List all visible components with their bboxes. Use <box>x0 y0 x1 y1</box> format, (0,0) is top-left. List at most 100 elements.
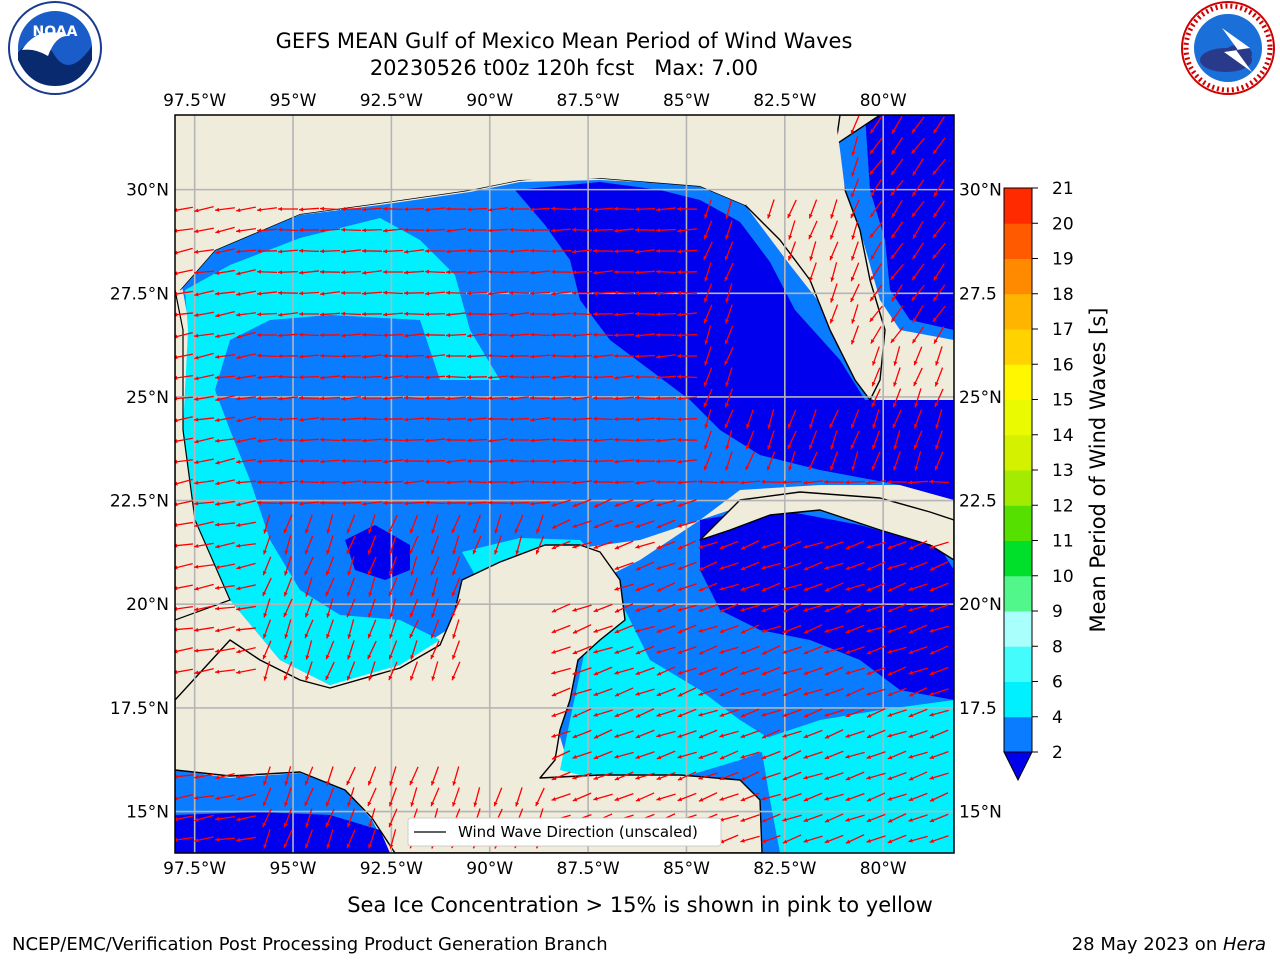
wave-vector-396 <box>340 438 362 443</box>
wave-vector-470 <box>340 480 362 485</box>
wave-vector-812 <box>866 708 886 718</box>
wave-vector-614 <box>908 561 928 571</box>
wave-vector-736 <box>761 645 781 655</box>
wave-vector-536 <box>431 514 439 534</box>
wave-vector-758 <box>451 661 461 681</box>
wave-vector-680 <box>194 626 214 632</box>
colorbar-seg-6 <box>1004 646 1032 682</box>
wave-vector-87 <box>869 221 883 239</box>
wave-vector-652 <box>304 598 314 618</box>
wave-vector-33 <box>445 206 467 211</box>
wave-vector-46 <box>725 199 733 219</box>
wave-vector-306 <box>529 375 551 380</box>
wave-vector-560 <box>409 535 419 555</box>
wave-vector-177 <box>529 291 551 296</box>
wave-vector-669 <box>740 604 760 612</box>
colorbar-seg-17 <box>1004 293 1032 330</box>
wave-vector-647 <box>194 605 214 612</box>
wave-vector-533 <box>368 514 376 534</box>
wave-vector-437 <box>424 459 446 464</box>
wave-vector-374 <box>655 416 677 421</box>
colorbar-tick-label-12: 12 <box>1052 496 1074 516</box>
wave-vector-383 <box>850 409 860 429</box>
wave-vector-285 <box>872 346 880 366</box>
wave-vector-837 <box>593 750 613 760</box>
wave-vector-970 <box>368 829 376 849</box>
wave-vector-592 <box>304 556 314 576</box>
wave-vector-68 <box>424 228 446 233</box>
wave-vector-368 <box>529 417 551 422</box>
wave-vector-27 <box>319 206 341 211</box>
wave-vector-653 <box>326 598 334 618</box>
wave-vector-902 <box>493 787 503 807</box>
wave-vector-430 <box>277 458 299 463</box>
wave-vector-106 <box>487 249 509 254</box>
colorbar-seg-8 <box>1004 611 1032 647</box>
wave-vector-463 <box>194 479 214 485</box>
machine-name: Hera <box>1223 934 1266 955</box>
wave-vector-337 <box>529 395 551 400</box>
wave-vector-624 <box>346 577 356 597</box>
wave-period-field <box>175 115 954 853</box>
wave-vector-480 <box>550 480 572 485</box>
lat-label-right-4: 20°N <box>959 595 1002 615</box>
wave-vector-386 <box>913 409 923 429</box>
wave-vector-456 <box>829 451 839 471</box>
wave-vector-719 <box>325 640 335 660</box>
wave-vector-278 <box>592 354 614 359</box>
wave-vector-222 <box>869 305 883 323</box>
wave-vector-350 <box>934 388 944 408</box>
wave-vector-623 <box>325 577 335 597</box>
wave-vector-475 <box>445 480 467 485</box>
colorbar-tick-label-20: 20 <box>1052 214 1074 234</box>
wave-vector-134 <box>340 270 362 275</box>
wave-vector-967 <box>304 829 314 849</box>
wave-vector-957 <box>866 813 886 823</box>
wave-vector-951 <box>740 814 760 822</box>
wave-vector-831 <box>866 729 886 739</box>
wave-vector-310 <box>613 375 635 380</box>
wave-vector-507 <box>340 501 362 506</box>
wave-vector-486 <box>676 480 698 485</box>
wave-vector-299 <box>382 375 404 380</box>
wave-vector-476 <box>466 479 488 484</box>
wave-vector-276 <box>550 353 572 358</box>
wave-vector-342 <box>634 395 656 400</box>
wave-vector-598 <box>430 556 440 576</box>
wave-vector-281 <box>655 354 677 359</box>
wave-vector-912 <box>698 792 718 802</box>
wave-vector-579 <box>803 541 823 549</box>
wave-vector-42 <box>634 207 656 212</box>
wave-vector-484 <box>634 480 656 485</box>
wave-vector-376 <box>704 409 712 429</box>
wave-vector-447 <box>634 458 656 463</box>
wave-vector-928 <box>262 808 272 828</box>
wave-vector-628 <box>431 577 439 597</box>
wave-vector-809 <box>803 708 823 718</box>
wave-vector-825 <box>740 729 760 739</box>
wave-vector-603 <box>677 561 697 571</box>
wave-vector-784 <box>677 687 697 697</box>
wave-vector-86 <box>851 220 859 240</box>
wave-vector-872 <box>635 772 655 780</box>
wave-vector-0 <box>850 115 860 135</box>
wave-vector-344 <box>676 396 698 401</box>
wave-vector-131 <box>277 270 299 275</box>
wave-vector-52 <box>869 200 883 218</box>
wave-vector-389 <box>194 436 214 444</box>
wave-vector-367 <box>508 417 530 422</box>
wave-vector-675 <box>866 604 886 612</box>
colorbar-ticks: 2 4 6 8 9 10 11 12 13 14 15 16 17 18 19 20 21 <box>1032 179 1074 763</box>
lat-label-left-2: 25°N <box>126 388 169 408</box>
wave-vector-444 <box>571 458 593 463</box>
noaa-logo-text: NOAA <box>33 24 78 40</box>
wave-vector-756 <box>409 661 419 681</box>
wave-vector-839 <box>635 751 655 759</box>
lon-labels-bottom: 97.5°W 95°W 92.5°W 90°W 87.5°W 85°W 82.5°W 80°W <box>163 859 907 879</box>
wave-vector-871 <box>614 771 634 781</box>
wave-vector-777 <box>929 666 949 676</box>
wave-vector-113 <box>634 249 656 254</box>
colorbar-seg-10 <box>1004 540 1032 577</box>
wave-vector-755 <box>388 661 398 681</box>
wave-vector-477 <box>487 480 509 485</box>
